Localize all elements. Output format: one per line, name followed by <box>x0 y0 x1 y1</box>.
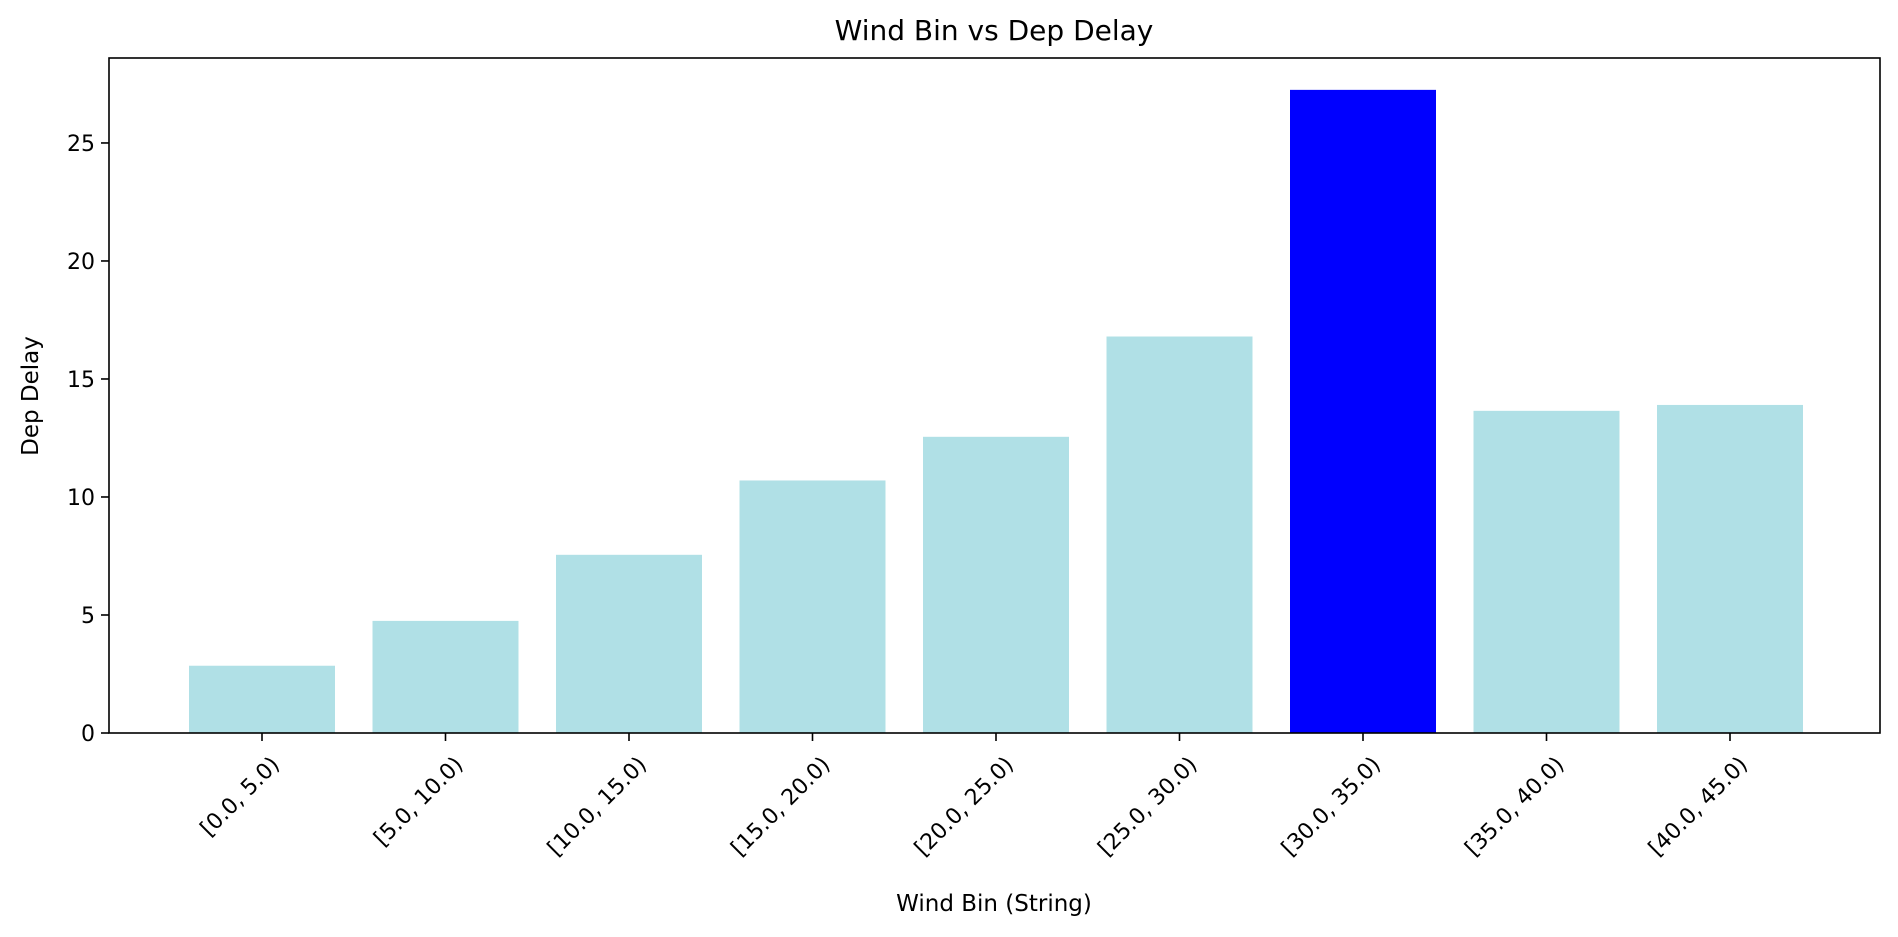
bar-4 <box>923 436 1069 733</box>
x-tick-label: [35.0, 40.0) <box>1461 752 1570 861</box>
bar-7 <box>1473 410 1620 733</box>
y-tick-label: 0 <box>81 722 95 747</box>
plot-frame <box>108 57 1881 734</box>
x-tick-label: [0.0, 5.0) <box>196 752 285 841</box>
x-tick-label: [20.0, 25.0) <box>910 752 1019 861</box>
y-tick-label: 10 <box>67 486 95 511</box>
x-tick-label: [5.0, 10.0) <box>369 752 468 851</box>
x-tick-label: [15.0, 20.0) <box>727 752 836 861</box>
bar-2 <box>556 554 702 733</box>
bars-layer <box>189 89 1803 734</box>
x-tick-label: [30.0, 35.0) <box>1277 752 1386 861</box>
y-tick-label: 5 <box>81 604 95 629</box>
y-tick-label: 15 <box>67 368 95 393</box>
y-tick-label: 20 <box>67 250 95 275</box>
x-axis-label: Wind Bin (String) <box>896 891 1092 917</box>
x-axis: [0.0, 5.0) [5.0, 10.0) [10.0, 15.0) [15.0, … <box>196 733 1753 861</box>
bar-6 <box>1290 89 1436 734</box>
bar-1 <box>372 620 519 733</box>
y-tick-label: 25 <box>67 132 95 157</box>
bar-5 <box>1106 336 1253 733</box>
y-axis-label: Dep Delay <box>18 336 44 456</box>
chart-title: Wind Bin vs Dep Delay <box>835 14 1154 47</box>
y-axis: 0 5 10 15 20 25 <box>67 132 109 747</box>
x-tick-label: [40.0, 45.0) <box>1644 752 1753 861</box>
bar-8 <box>1657 404 1803 733</box>
bar-0 <box>189 665 335 733</box>
x-tick-label: [25.0, 30.0) <box>1094 752 1203 861</box>
bar-3 <box>739 480 886 733</box>
x-tick-label: [10.0, 15.0) <box>543 752 652 861</box>
